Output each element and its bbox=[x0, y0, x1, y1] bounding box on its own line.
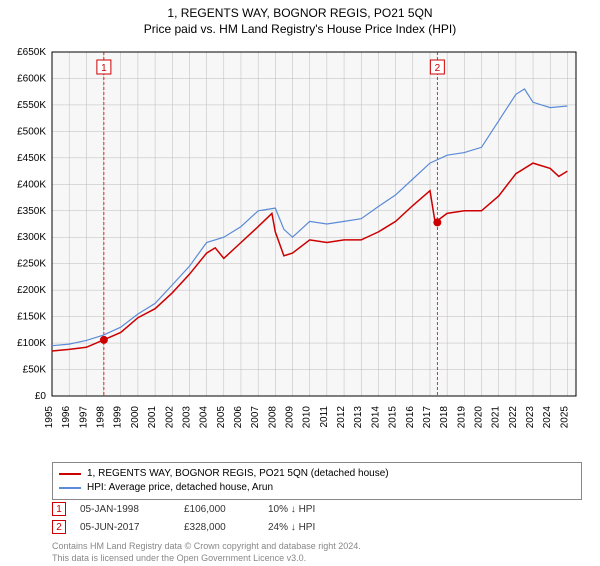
svg-text:2001: 2001 bbox=[147, 406, 158, 429]
svg-text:2004: 2004 bbox=[199, 406, 210, 429]
svg-text:£100K: £100K bbox=[17, 338, 46, 349]
legend-box: 1, REGENTS WAY, BOGNOR REGIS, PO21 5QN (… bbox=[52, 462, 582, 500]
sale-price-1: £106,000 bbox=[184, 504, 254, 515]
svg-text:£50K: £50K bbox=[23, 365, 47, 376]
svg-text:2006: 2006 bbox=[233, 406, 244, 429]
svg-text:2015: 2015 bbox=[388, 406, 399, 429]
svg-text:£600K: £600K bbox=[17, 73, 46, 84]
svg-text:£200K: £200K bbox=[17, 285, 46, 296]
sale-date-1: 05-JAN-1998 bbox=[80, 504, 170, 515]
svg-text:£400K: £400K bbox=[17, 179, 46, 190]
svg-text:2019: 2019 bbox=[456, 406, 467, 429]
footnote: Contains HM Land Registry data © Crown c… bbox=[52, 540, 361, 564]
svg-text:2009: 2009 bbox=[285, 406, 296, 429]
svg-text:£150K: £150K bbox=[17, 312, 46, 323]
svg-text:2025: 2025 bbox=[559, 406, 570, 429]
legend-row-1: 1, REGENTS WAY, BOGNOR REGIS, PO21 5QN (… bbox=[59, 467, 575, 481]
svg-text:1996: 1996 bbox=[61, 406, 72, 429]
chart-title: 1, REGENTS WAY, BOGNOR REGIS, PO21 5QN bbox=[0, 6, 600, 20]
svg-text:2024: 2024 bbox=[542, 406, 553, 429]
sale-pct-2: 24% ↓ HPI bbox=[268, 522, 315, 533]
svg-text:1998: 1998 bbox=[96, 406, 107, 429]
svg-text:2020: 2020 bbox=[474, 406, 485, 429]
svg-text:2002: 2002 bbox=[164, 406, 175, 429]
chart-subtitle: Price paid vs. HM Land Registry's House … bbox=[0, 22, 600, 36]
sale-pct-1: 10% ↓ HPI bbox=[268, 504, 315, 515]
svg-text:2005: 2005 bbox=[216, 406, 227, 429]
svg-text:1995: 1995 bbox=[44, 406, 55, 429]
svg-text:2016: 2016 bbox=[405, 406, 416, 429]
sale-row-2: 2 05-JUN-2017 £328,000 24% ↓ HPI bbox=[52, 520, 315, 534]
sale-marker-1: 1 bbox=[52, 502, 66, 516]
svg-text:2021: 2021 bbox=[491, 406, 502, 429]
sale-row-1: 1 05-JAN-1998 £106,000 10% ↓ HPI bbox=[52, 502, 315, 516]
svg-text:2014: 2014 bbox=[370, 406, 381, 429]
sale-date-2: 05-JUN-2017 bbox=[80, 522, 170, 533]
svg-text:2023: 2023 bbox=[525, 406, 536, 429]
svg-text:£450K: £450K bbox=[17, 153, 46, 164]
legend-label-2: HPI: Average price, detached house, Arun bbox=[87, 481, 273, 495]
svg-text:£500K: £500K bbox=[17, 126, 46, 137]
svg-text:£0: £0 bbox=[35, 391, 47, 402]
sale-price-2: £328,000 bbox=[184, 522, 254, 533]
svg-text:2003: 2003 bbox=[181, 406, 192, 429]
svg-text:£550K: £550K bbox=[17, 100, 46, 111]
svg-text:2017: 2017 bbox=[422, 406, 433, 429]
footnote-line-2: This data is licensed under the Open Gov… bbox=[52, 552, 361, 564]
chart-area: £0£50K£100K£150K£200K£250K£300K£350K£400… bbox=[52, 50, 582, 410]
svg-text:2012: 2012 bbox=[336, 406, 347, 429]
svg-text:2000: 2000 bbox=[130, 406, 141, 429]
svg-text:£350K: £350K bbox=[17, 206, 46, 217]
svg-text:2010: 2010 bbox=[302, 406, 313, 429]
svg-text:2008: 2008 bbox=[267, 406, 278, 429]
svg-text:2011: 2011 bbox=[319, 406, 330, 428]
svg-text:£650K: £650K bbox=[17, 47, 46, 58]
svg-text:£250K: £250K bbox=[17, 259, 46, 270]
svg-text:2022: 2022 bbox=[508, 406, 519, 429]
legend-swatch-2 bbox=[59, 487, 81, 489]
svg-text:2018: 2018 bbox=[439, 406, 450, 429]
svg-text:2007: 2007 bbox=[250, 406, 261, 429]
legend-swatch-1 bbox=[59, 473, 81, 475]
svg-text:2: 2 bbox=[435, 63, 441, 74]
footnote-line-1: Contains HM Land Registry data © Crown c… bbox=[52, 540, 361, 552]
chart-svg: £0£50K£100K£150K£200K£250K£300K£350K£400… bbox=[52, 50, 582, 450]
svg-text:1: 1 bbox=[101, 63, 107, 74]
svg-text:£300K: £300K bbox=[17, 232, 46, 243]
svg-text:2013: 2013 bbox=[353, 406, 364, 429]
legend-label-1: 1, REGENTS WAY, BOGNOR REGIS, PO21 5QN (… bbox=[87, 467, 389, 481]
sale-marker-2: 2 bbox=[52, 520, 66, 534]
svg-text:1999: 1999 bbox=[113, 406, 124, 429]
legend-row-2: HPI: Average price, detached house, Arun bbox=[59, 481, 575, 495]
svg-text:1997: 1997 bbox=[78, 406, 89, 429]
